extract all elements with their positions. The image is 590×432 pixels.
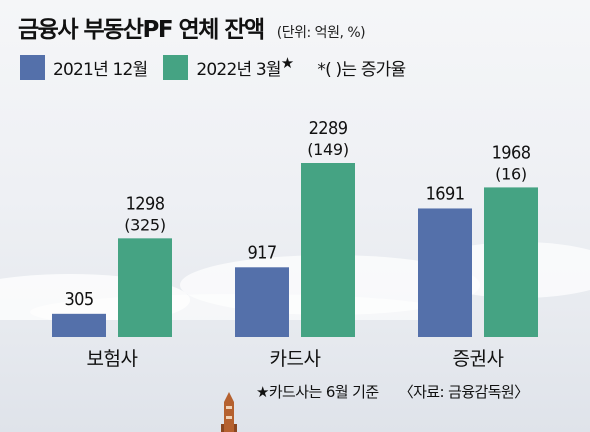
value-label-0-0: 305	[64, 289, 93, 310]
legend-swatch-2022	[163, 55, 189, 80]
legend: 2021년 12월 2022년 3월 ★ *( )는 증가율	[20, 53, 406, 80]
change-label-2: (16)	[495, 164, 527, 183]
footnote-text: ★카드사는 6월 기준	[256, 383, 379, 401]
bar-1-1	[301, 163, 355, 337]
unit-label: (단위: 억원, %)	[276, 25, 366, 41]
footnote: ★카드사는 6월 기준 〈자료: 금융감독원〉	[256, 381, 529, 402]
value-label-1-0: 917	[247, 242, 276, 263]
legend-label-2022: 2022년 3월	[196, 60, 281, 80]
bar-0-0	[52, 313, 106, 337]
category-label-0: 보험사	[87, 348, 138, 370]
chart-title: 금융사 부동산PF 연체 잔액	[18, 17, 265, 43]
legend-label-2021: 2021년 12월	[53, 60, 148, 80]
category-label-2: 증권사	[453, 348, 504, 370]
value-label-0-1: 1298	[126, 193, 165, 214]
star-icon: ★	[280, 53, 294, 72]
category-label-1: 카드사	[270, 348, 321, 370]
legend-item-2021: 2021년 12월	[20, 55, 148, 80]
legend-swatch-2021	[20, 55, 45, 80]
legend-note: *( )는 증가율	[317, 60, 406, 80]
change-label-0: (325)	[124, 215, 166, 234]
source-text: 〈자료: 금융감독원〉	[398, 383, 529, 401]
value-label-1-1: 2289	[309, 118, 348, 139]
bar-2-1	[484, 187, 538, 337]
change-label-1: (149)	[307, 140, 349, 159]
bar-0-1	[118, 238, 172, 337]
title-row: 금융사 부동산PF 연체 잔액 (단위: 억원, %)	[18, 10, 366, 44]
value-label-2-1: 1968	[492, 142, 531, 163]
value-label-2-0: 1691	[426, 183, 465, 204]
rocket-icon	[221, 392, 237, 432]
bar-1-0	[235, 267, 289, 337]
legend-item-2022: 2022년 3월 ★	[163, 53, 294, 80]
bar-2-0	[418, 208, 472, 337]
